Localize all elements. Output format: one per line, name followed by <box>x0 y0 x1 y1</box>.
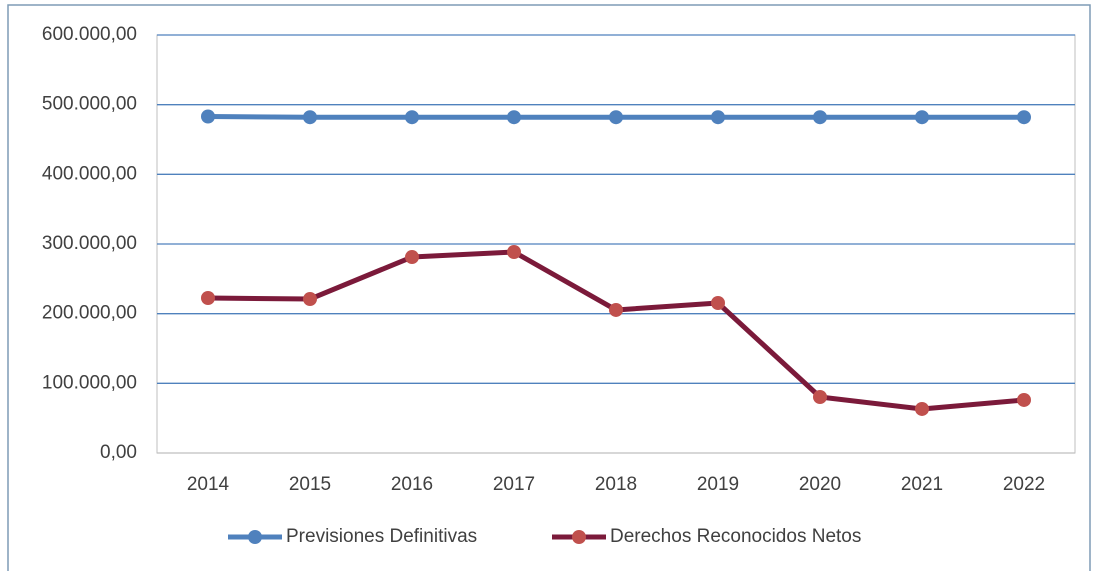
data-point <box>711 296 725 311</box>
data-point <box>915 110 929 125</box>
x-tick-label: 2018 <box>595 474 637 495</box>
x-tick-label: 2019 <box>697 474 739 495</box>
data-point <box>405 250 419 265</box>
legend-marker <box>572 530 586 544</box>
y-tick-label: 400.000,00 <box>42 163 137 184</box>
series-line <box>207 249 1025 412</box>
data-point <box>405 110 419 125</box>
data-point <box>711 110 725 125</box>
chart-frame <box>7 4 1091 571</box>
x-tick-label: 2015 <box>289 474 331 495</box>
legend-label: Previsiones Definitivas <box>286 526 477 547</box>
x-tick-label: 2014 <box>187 474 230 495</box>
y-tick-label: 300.000,00 <box>42 233 137 254</box>
y-tick-label: 600.000,00 <box>42 24 137 45</box>
data-point <box>1017 110 1031 125</box>
data-point <box>507 245 521 260</box>
legend-label: Derechos Reconocidos Netos <box>610 526 861 547</box>
x-tick-label: 2017 <box>493 474 535 495</box>
data-point <box>303 110 317 125</box>
x-tick-label: 2021 <box>901 474 943 495</box>
y-tick-label: 500.000,00 <box>42 94 137 115</box>
data-point <box>813 110 827 125</box>
data-point <box>813 389 827 404</box>
y-tick-label: 100.000,00 <box>42 372 137 393</box>
data-point <box>609 302 623 317</box>
y-tick-label: 0,00 <box>100 442 137 463</box>
x-tick-label: 2020 <box>799 474 841 495</box>
data-point <box>507 110 521 125</box>
x-tick-label: 2016 <box>391 474 433 495</box>
data-point <box>201 109 215 124</box>
y-tick-label: 200.000,00 <box>42 303 137 324</box>
legend-marker <box>248 530 262 544</box>
data-point <box>201 290 215 305</box>
data-point <box>915 401 929 416</box>
data-point <box>1017 392 1031 407</box>
data-point <box>609 110 623 125</box>
x-tick-label: 2022 <box>1003 474 1045 495</box>
data-point <box>303 292 317 307</box>
